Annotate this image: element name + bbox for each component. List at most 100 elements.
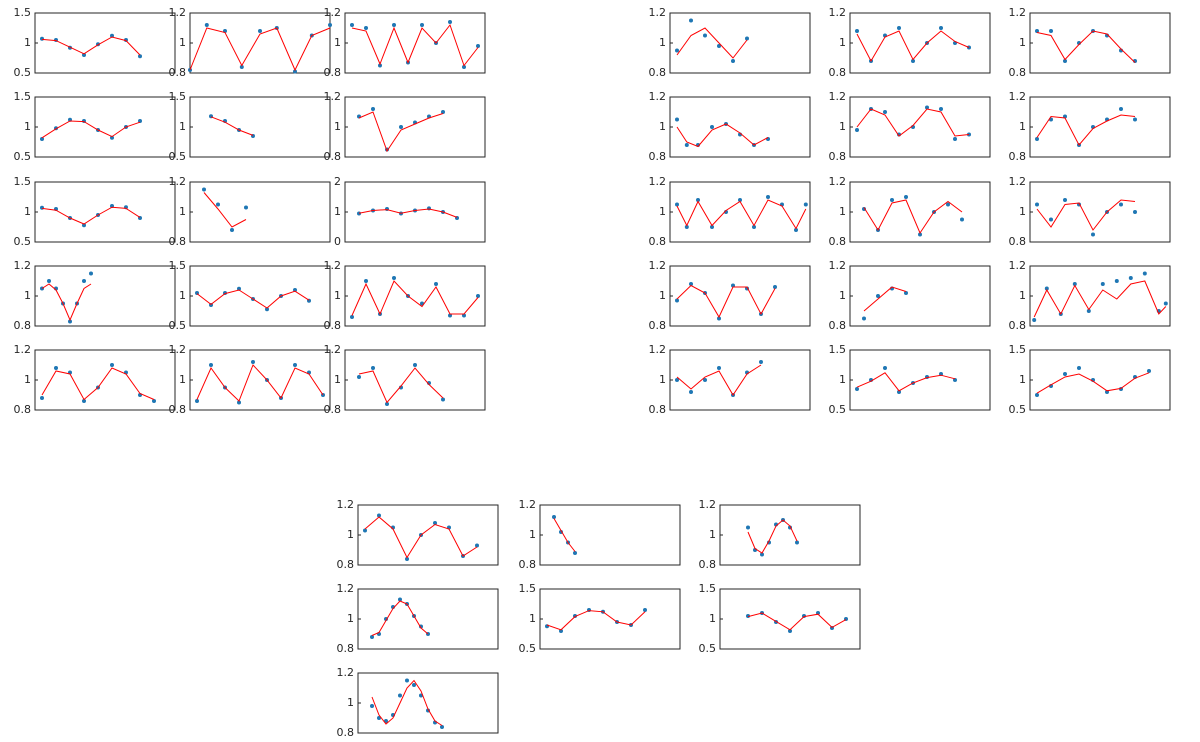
data-point — [675, 378, 679, 382]
data-point — [890, 198, 894, 202]
data-point — [420, 23, 424, 27]
y-tick-label: 0.8 — [169, 235, 187, 248]
data-point — [1035, 137, 1039, 141]
data-point — [939, 107, 943, 111]
data-point — [684, 225, 689, 229]
data-point — [897, 390, 901, 394]
y-tick-label: 0.8 — [829, 150, 847, 163]
y-tick-label: 1.5 — [1009, 343, 1027, 356]
panel: 0.8 1 1.2 — [324, 6, 486, 79]
plot-frame — [1029, 265, 1171, 327]
y-tick-label: 0.8 — [519, 558, 537, 571]
data-point — [794, 228, 798, 232]
data-point — [960, 217, 964, 222]
plot-frame — [669, 181, 811, 243]
fit-line — [676, 123, 769, 148]
y-tick-label: 1 — [659, 289, 666, 302]
fit-line — [676, 284, 776, 319]
y-tick-label: 1.2 — [324, 343, 342, 356]
y-tick-label: 1.2 — [649, 6, 667, 19]
plot-frame — [1029, 12, 1171, 74]
data-point — [363, 528, 367, 533]
data-point — [1049, 217, 1053, 222]
y-tick-label: 1.5 — [169, 259, 187, 272]
data-point — [244, 205, 248, 210]
plot-frame — [34, 349, 176, 411]
data-point — [370, 635, 374, 639]
plot-frame — [539, 504, 681, 566]
data-point — [40, 396, 44, 400]
fit-line — [863, 286, 907, 312]
plot-frame — [344, 349, 486, 411]
fit-line — [41, 367, 155, 401]
y-tick-label: 1.2 — [324, 259, 342, 272]
y-tick-label: 1.2 — [169, 175, 187, 188]
fit-line — [351, 23, 479, 67]
y-tick-label: 1 — [659, 36, 666, 49]
fit-line — [203, 192, 247, 228]
data-point — [696, 198, 700, 202]
data-point — [1100, 282, 1105, 286]
y-tick-label: 1.5 — [14, 90, 32, 103]
data-point — [759, 360, 763, 364]
fit-line — [546, 610, 646, 631]
fit-line — [371, 600, 429, 636]
fit-line — [1036, 30, 1136, 63]
y-tick-label: 1 — [529, 612, 536, 625]
y-tick-label: 1 — [1019, 120, 1026, 133]
panel: 0.8 1 1.2 — [1009, 90, 1171, 163]
y-tick-label: 0.5 — [14, 235, 32, 248]
y-tick-label: 1 — [179, 205, 186, 218]
plot-frame — [669, 96, 811, 158]
data-point — [918, 232, 922, 237]
y-tick-label: 1 — [179, 120, 186, 133]
fit-line — [196, 364, 324, 402]
y-tick-label: 1.2 — [699, 498, 717, 511]
plot-frame — [189, 12, 331, 74]
data-point — [911, 59, 915, 63]
plot-frame — [34, 12, 176, 74]
data-point — [377, 513, 381, 518]
data-point — [953, 137, 957, 141]
data-point — [202, 187, 206, 192]
y-tick-label: 1.2 — [649, 175, 667, 188]
panel: 0.8 1 1.2 — [829, 90, 991, 163]
data-point — [1072, 282, 1077, 286]
data-point — [47, 279, 51, 283]
data-point — [350, 315, 354, 319]
panel: 0.8 1 1.2 — [519, 498, 681, 571]
y-tick-label: 0.5 — [14, 66, 32, 79]
y-tick-label: 1 — [709, 612, 716, 625]
fit-line — [553, 518, 576, 552]
y-tick-label: 2 — [334, 175, 341, 188]
data-point — [788, 629, 792, 633]
y-tick-label: 0.8 — [699, 558, 717, 571]
data-point — [293, 363, 297, 367]
data-point — [1119, 202, 1123, 207]
y-tick-label: 0.8 — [337, 726, 355, 739]
data-point — [717, 366, 721, 370]
y-tick-label: 1 — [334, 373, 341, 386]
data-point — [370, 704, 374, 708]
y-tick-label: 1.2 — [1009, 90, 1027, 103]
data-point — [448, 20, 452, 24]
plot-frame — [849, 12, 991, 74]
y-tick-label: 0.5 — [1009, 403, 1027, 416]
fit-line — [856, 30, 970, 63]
data-point — [392, 23, 396, 27]
data-point — [89, 271, 93, 276]
y-tick-label: 1 — [529, 528, 536, 541]
plot-frame — [189, 349, 331, 411]
y-tick-label: 1 — [347, 696, 354, 709]
data-point — [357, 211, 361, 216]
data-point — [258, 29, 262, 33]
y-tick-label: 1.2 — [1009, 259, 1027, 272]
data-point — [745, 36, 749, 41]
data-point — [230, 228, 234, 232]
data-point — [328, 23, 332, 27]
panel: 0.5 1 1.5 — [1009, 343, 1171, 416]
y-tick-label: 1 — [334, 36, 341, 49]
data-point — [883, 366, 887, 370]
panel: 0.8 1 1.2 — [649, 343, 811, 416]
y-tick-label: 0.8 — [649, 66, 667, 79]
